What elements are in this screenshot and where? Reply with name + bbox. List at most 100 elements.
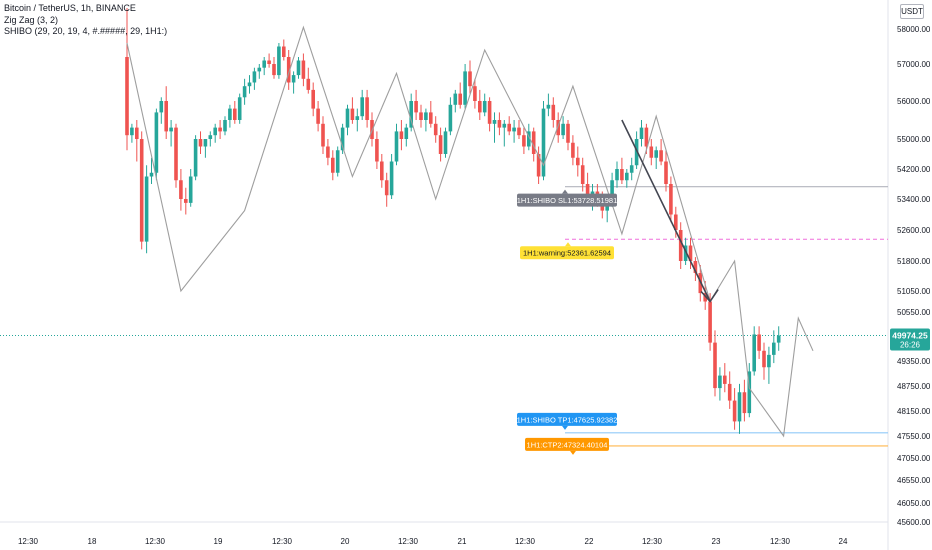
candle-body (257, 67, 262, 72)
candle-body (634, 139, 639, 166)
candle-body (394, 131, 399, 162)
candle-body (433, 123, 438, 136)
candle-body (742, 392, 747, 414)
price-tick-label: 58000.00 (897, 25, 931, 34)
ctp2-label-pointer (570, 450, 576, 455)
time-tick-label: 20 (341, 537, 350, 546)
candle-body (154, 112, 159, 173)
candle-body (703, 293, 707, 302)
arrow-shaft (621, 119, 711, 302)
candle-body (654, 150, 658, 158)
candle-body (340, 127, 345, 151)
ctp2-label-text: 1H1:CTP2:47324.40104 (527, 440, 608, 449)
candle-body (571, 142, 575, 158)
candle-body (384, 180, 389, 196)
ctp2-label: 1H1:CTP2:47324.40104 (525, 437, 609, 455)
candle-body (223, 120, 227, 132)
time-tick-label: 12:30 (515, 537, 536, 546)
candle-body (414, 101, 418, 113)
candle-body (536, 154, 541, 177)
candle-body (174, 127, 178, 181)
time-tick-label: 24 (839, 537, 848, 546)
candle-body (776, 335, 781, 343)
candle-body (159, 101, 164, 113)
zigzag-legend[interactable]: Zig Zag (3, 2) (4, 14, 59, 25)
candle-body (727, 383, 732, 401)
candle-body (350, 108, 355, 120)
candle-body (649, 146, 654, 158)
price-tick-label: 51800.00 (897, 257, 931, 266)
candle-body (620, 169, 624, 181)
candle-body (507, 123, 511, 132)
candle-body (184, 199, 188, 203)
candle-body (541, 108, 546, 177)
candle-body (527, 131, 531, 147)
candle-body (678, 230, 683, 261)
price-tick-label: 54200.00 (897, 165, 931, 174)
candle-body (468, 71, 472, 87)
candle-body (580, 165, 585, 184)
candle-body (169, 127, 173, 132)
candle-body (316, 108, 320, 124)
candle-body (600, 202, 605, 211)
price-tick-label: 55000.00 (897, 135, 931, 144)
candle-body (335, 150, 340, 173)
candle-body (193, 139, 198, 177)
candle-body (355, 116, 360, 120)
countdown-text: 26:26 (900, 341, 921, 350)
candle-body (242, 86, 247, 98)
price-tick-label: 50550.00 (897, 308, 931, 317)
candle-body (551, 104, 556, 120)
ctp2-label-box (525, 437, 609, 451)
candle-body (139, 139, 144, 242)
price-tick-label: 52600.00 (897, 226, 931, 235)
warning-label: 1H1:warning:52361.62594 (520, 242, 614, 260)
tp1-label-text: 1H1:SHIBO TP1:47625.92382 (517, 415, 618, 424)
time-tick-label: 12:30 (272, 537, 293, 546)
candle-body (267, 60, 271, 64)
price-tick-label: 46050.00 (897, 499, 931, 508)
symbol-title[interactable]: Bitcoin / TetherUS, 1h, BINANCE (4, 3, 136, 13)
candle-body (321, 123, 325, 147)
candle-body (233, 108, 237, 120)
candle-body (375, 139, 379, 162)
candle-body (291, 75, 296, 83)
time-axis[interactable]: 12:30 18 12:30 19 12:30 20 12:30 21 12:30 22 12:30… (18, 537, 848, 546)
candle-body (762, 350, 766, 368)
sl-label-box (517, 193, 617, 207)
candle-body (674, 214, 678, 230)
time-tick-label: 19 (214, 537, 223, 546)
time-tick-label: 22 (585, 537, 594, 546)
candle-body (188, 176, 193, 203)
candle-body (409, 101, 413, 128)
trend-arrow (621, 119, 719, 303)
currency-badge[interactable]: USDT (900, 4, 924, 19)
candle-body (502, 123, 507, 128)
candle-body (448, 104, 453, 132)
candle-body (306, 78, 311, 90)
tp1-label-pointer (562, 425, 568, 430)
candle-body (365, 97, 369, 120)
candle-body (277, 46, 281, 76)
candle-body (345, 108, 350, 128)
candle-body (639, 127, 644, 139)
time-tick-label: 12:30 (18, 537, 39, 546)
candle-body (478, 101, 482, 113)
candle-body (723, 375, 727, 384)
tp1-label: 1H1:SHIBO TP1:47625.92382 (517, 412, 618, 430)
price-tick-label: 47050.00 (897, 454, 931, 463)
price-axis[interactable]: 58000.00 57000.00 56000.00 55000.00 54200.00… (897, 25, 931, 527)
candle-body (272, 64, 276, 76)
tp1-label-box (517, 412, 617, 426)
candle-body (429, 112, 433, 124)
candle-body (247, 82, 252, 87)
candle-body (473, 86, 477, 101)
candle-body (463, 71, 467, 105)
candle-body (331, 157, 335, 173)
candle-body (512, 127, 516, 132)
candle-body (629, 165, 634, 173)
shibo-legend[interactable]: SHIBO (29, 20, 19, 4, #.#####, 29, 1H1:) (4, 26, 168, 36)
last-price-box (890, 328, 930, 351)
